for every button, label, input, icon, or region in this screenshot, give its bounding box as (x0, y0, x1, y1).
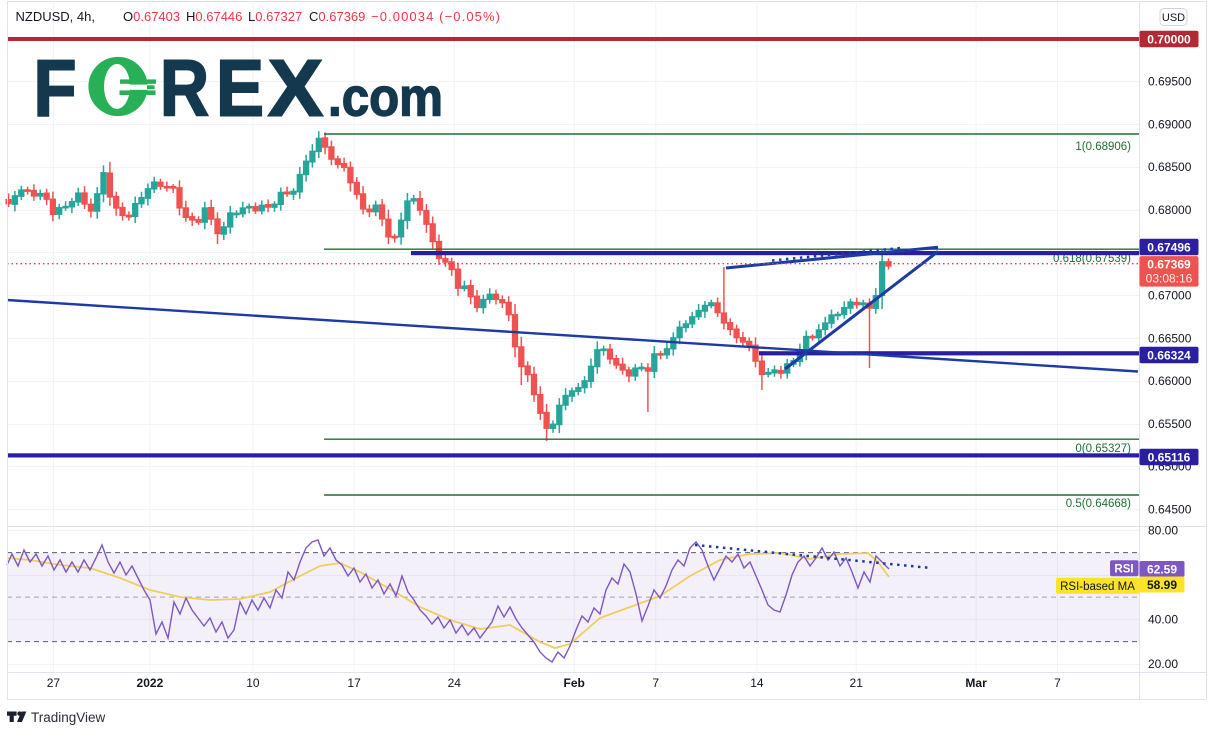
svg-text:0.67369: 0.67369 (1147, 257, 1191, 271)
svg-text:X: X (268, 44, 323, 133)
svg-text:0.66324: 0.66324 (1147, 348, 1191, 362)
svg-text:1(0.68906): 1(0.68906) (1075, 141, 1131, 153)
svg-text:17: 17 (347, 676, 361, 690)
svg-text:USD: USD (1162, 12, 1185, 24)
svg-text:21: 21 (850, 676, 864, 690)
svg-text:7: 7 (1054, 676, 1061, 690)
svg-text:20.00: 20.00 (1148, 657, 1178, 671)
svg-text:0.69000: 0.69000 (1148, 117, 1192, 131)
svg-text:NZDUSD, 4h,: NZDUSD, 4h, (16, 9, 95, 24)
svg-text:24: 24 (448, 676, 462, 690)
svg-text:RSI: RSI (1114, 564, 1133, 576)
svg-text:80.00: 80.00 (1148, 524, 1178, 538)
svg-text:RSI-based MA: RSI-based MA (1060, 581, 1135, 593)
svg-text:Mar: Mar (965, 676, 987, 690)
svg-text:0.67000: 0.67000 (1148, 289, 1192, 303)
svg-text:L0.67327: L0.67327 (248, 9, 302, 24)
svg-text:0.67496: 0.67496 (1147, 240, 1191, 254)
svg-text:C0.67369: C0.67369 (309, 9, 365, 24)
svg-text:10: 10 (246, 676, 260, 690)
svg-text:2022: 2022 (137, 676, 164, 690)
svg-text:O0.67403: O0.67403 (123, 9, 180, 24)
svg-text:0.69500: 0.69500 (1148, 75, 1192, 89)
svg-text:E: E (216, 44, 264, 133)
svg-text:0.64500: 0.64500 (1148, 503, 1192, 517)
svg-text:0.5(0.64668): 0.5(0.64668) (1066, 498, 1131, 510)
svg-text:Feb: Feb (564, 676, 585, 690)
svg-text:03:08:16: 03:08:16 (1146, 271, 1193, 285)
svg-text:0.618(0.67539): 0.618(0.67539) (1053, 253, 1131, 265)
svg-text:0(0.65327): 0(0.65327) (1075, 443, 1131, 455)
svg-text:0.70000: 0.70000 (1147, 32, 1191, 46)
svg-text:62.59: 62.59 (1147, 562, 1177, 576)
svg-text:TradingView: TradingView (31, 710, 106, 725)
svg-text:R: R (160, 44, 209, 133)
svg-text:−0.00034 (−0.05%): −0.00034 (−0.05%) (371, 9, 500, 24)
svg-text:0.66000: 0.66000 (1148, 374, 1192, 388)
svg-text:0.68500: 0.68500 (1148, 160, 1192, 174)
svg-text:0.65500: 0.65500 (1148, 417, 1192, 431)
svg-text:.com: .com (328, 68, 443, 128)
svg-text:7: 7 (652, 676, 659, 690)
svg-text:0.68000: 0.68000 (1148, 203, 1192, 217)
svg-text:H0.67446: H0.67446 (186, 9, 242, 24)
svg-text:27: 27 (47, 676, 61, 690)
svg-text:14: 14 (750, 676, 764, 690)
svg-text:40.00: 40.00 (1148, 613, 1178, 627)
svg-text:58.99: 58.99 (1147, 578, 1177, 592)
svg-text:F: F (34, 44, 77, 133)
svg-text:0.65116: 0.65116 (1148, 450, 1191, 464)
svg-text:0.66500: 0.66500 (1148, 331, 1192, 345)
